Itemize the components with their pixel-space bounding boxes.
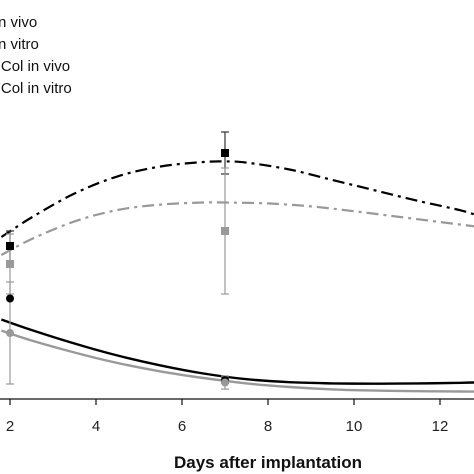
series-3-point-0 <box>6 329 14 337</box>
series-1-point-0 <box>6 260 14 268</box>
series-3-curve <box>1 329 474 393</box>
x-axis-title: Days after implantation <box>174 453 362 472</box>
x-tick-label-1: 4 <box>92 418 100 435</box>
x-axis-ticks: 2 4 6 8 10 12 <box>6 399 449 435</box>
legend-label-1: n vitro <box>0 36 39 53</box>
series-0-curve <box>0 160 474 238</box>
chart-curves <box>0 160 474 393</box>
legend-label-2: ʹCol in vivo <box>0 58 70 75</box>
series-0-point-0 <box>6 242 14 250</box>
series-1-curve <box>0 201 474 256</box>
x-tick-label-3: 8 <box>264 418 272 435</box>
legend-label-0: n vivo <box>0 14 37 31</box>
series-0-point-1 <box>221 149 229 157</box>
x-tick-label-5: 12 <box>432 418 449 435</box>
legend: n vivo n vitro ʹCol in vivo ʹCol in vitro <box>0 14 72 97</box>
x-tick-label-2: 6 <box>178 418 186 435</box>
series-2-curve <box>0 318 474 385</box>
legend-label-3: ʹCol in vitro <box>0 80 72 97</box>
x-tick-label-0: 2 <box>6 418 14 435</box>
series-3-point-1 <box>221 378 229 387</box>
series-1-point-1 <box>221 227 229 235</box>
x-tick-label-4: 10 <box>346 418 363 435</box>
chart-markers <box>6 149 229 387</box>
chart-error-bars <box>6 131 229 390</box>
series-2-point-0 <box>6 294 14 303</box>
